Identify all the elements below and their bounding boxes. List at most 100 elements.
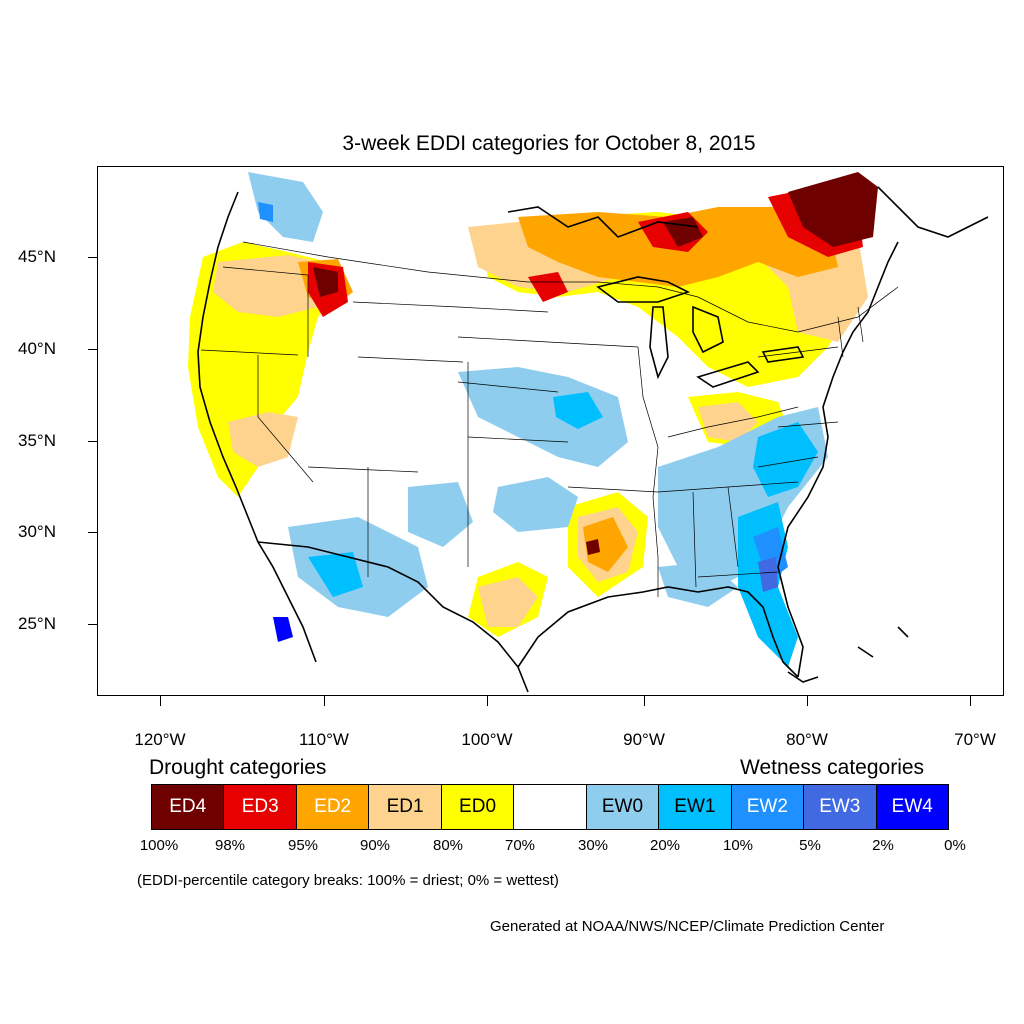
lat-label-40n: 40°N [18,339,56,358]
legend-label-ed2: ED2 [314,796,352,817]
southern-border [257,541,529,693]
legend-label-ew1: EW1 [674,796,716,817]
legend-label-ed4: ED4 [169,796,207,817]
legend-swatch-ed2: ED2 [296,785,370,829]
border-or-ca [200,349,299,356]
lon-label-100w: 100°W [461,730,513,749]
lat-tick-30n [88,532,97,533]
legend-label-ed1: ED1 [386,796,424,817]
border-pa-ny [757,346,839,358]
florida-keys [787,671,819,683]
lat-label-25n: 25°N [18,614,56,633]
pacific-coastline [197,191,317,663]
ew0-area-gulf [658,562,738,607]
lat-label-35n: 35°N [18,431,56,450]
ed4-area-texas-la [586,539,600,555]
ed3-area-minnesota [528,272,568,302]
break-label-80: 80% [432,837,464,854]
border-dakotas [457,306,549,343]
break-label-30: 30% [577,837,609,854]
lon-label-120w: 120°W [134,730,186,749]
ew0-area-oklahoma [493,477,578,532]
border-ohio-river [667,406,799,438]
ew4-area-baja [273,617,293,642]
lake-superior [596,276,691,303]
legend-swatch-ed0: ED0 [441,785,515,829]
category-legend: ED4 ED3 ED2 ED1 ED0 EW0 EW1 EW2 EW3 EW4 [151,784,949,830]
legend-label-ew0: EW0 [601,796,644,817]
ew2-area-georgia-coast [753,527,788,582]
ew0-area-southwest-mexico [288,517,428,617]
lat-tick-25n [88,624,97,625]
border-mo-ar [567,486,659,493]
eddi-map [188,172,989,693]
lat-tick-40n [88,349,97,350]
lat-label-45n: 45°N [18,247,56,266]
map-title: 3-week EDDI categories for October 8, 20… [342,132,756,155]
ew0-area-new-mexico [408,482,473,547]
border-mt-wy [352,301,459,308]
category-breaks-note: (EDDI-percentile category breaks: 100% =… [137,872,559,889]
lat-label-30n: 30°N [18,522,56,541]
wetness-categories-title: Wetness categories [740,756,925,779]
break-label-2: 2% [872,837,894,854]
us-outline [197,186,989,693]
break-label-10: 10% [722,837,754,854]
legend-label-ew4: EW4 [891,796,933,817]
lat-tick-35n [88,441,97,442]
legend-swatch-ed3: ED3 [224,785,297,829]
break-label-90: 90% [359,837,391,854]
lon-label-80w: 80°W [786,730,828,749]
drought-shading [188,172,878,637]
border-al-ms [692,491,697,588]
atlantic-coastline [777,241,899,678]
lon-tick-100w [487,696,488,706]
ew2-area-washington [258,202,273,222]
border-ut-az [307,466,419,473]
ed1-area-ohio [698,402,758,442]
map-frame [97,166,1004,696]
us-canada-border [242,241,899,333]
legend-swatch-ew3: EW3 [804,785,877,829]
border-nv-ca [257,355,314,483]
ew3-area-florida [758,557,778,592]
wetness-shading [248,172,828,667]
lon-label-70w: 70°W [954,730,996,749]
legend-swatch-ew4: EW4 [876,785,948,829]
lon-label-90w: 90°W [623,730,665,749]
state-borders [200,241,899,597]
lon-tick-90w [644,696,645,706]
border-new-england [837,306,864,358]
lake-michigan [649,306,669,380]
legend-swatch-ew2: EW2 [731,785,805,829]
lon-label-110w: 110°W [299,730,349,749]
legend-label-ew3: EW3 [819,796,861,817]
border-wy-co [357,356,464,363]
border-ks-ok [467,436,569,443]
legend-label-ed0: ED0 [459,796,497,817]
ew0-area-central-plains [458,367,628,467]
ed4-area-quebec [788,172,878,247]
legend-swatch-ed4: ED4 [152,785,225,829]
legend-swatch-ed1: ED1 [369,785,442,829]
border-va-nc [777,421,839,428]
legend-label-ew2: EW2 [746,796,788,817]
border-ga-al [727,486,739,568]
hudson-bay-coast [507,206,699,238]
lon-tick-70w [970,696,971,706]
ew1-area-kansas [553,392,603,429]
break-label-70: 70% [504,837,536,854]
break-label-5: 5% [799,837,821,854]
ew1-area-carolinas [753,422,818,497]
lake-ontario [761,346,805,363]
gulf-coastline [517,586,799,678]
drought-categories-title: Drought categories [149,756,327,779]
border-ne-ks [457,381,559,393]
border-mississippi-river [637,346,659,597]
legend-label-ed3: ED3 [241,796,279,817]
legend-swatch-neutral [514,785,587,829]
border-fl-ga [697,571,779,578]
break-label-0: 0% [944,837,966,854]
break-label-20: 20% [649,837,681,854]
lat-tick-45n [88,257,97,258]
